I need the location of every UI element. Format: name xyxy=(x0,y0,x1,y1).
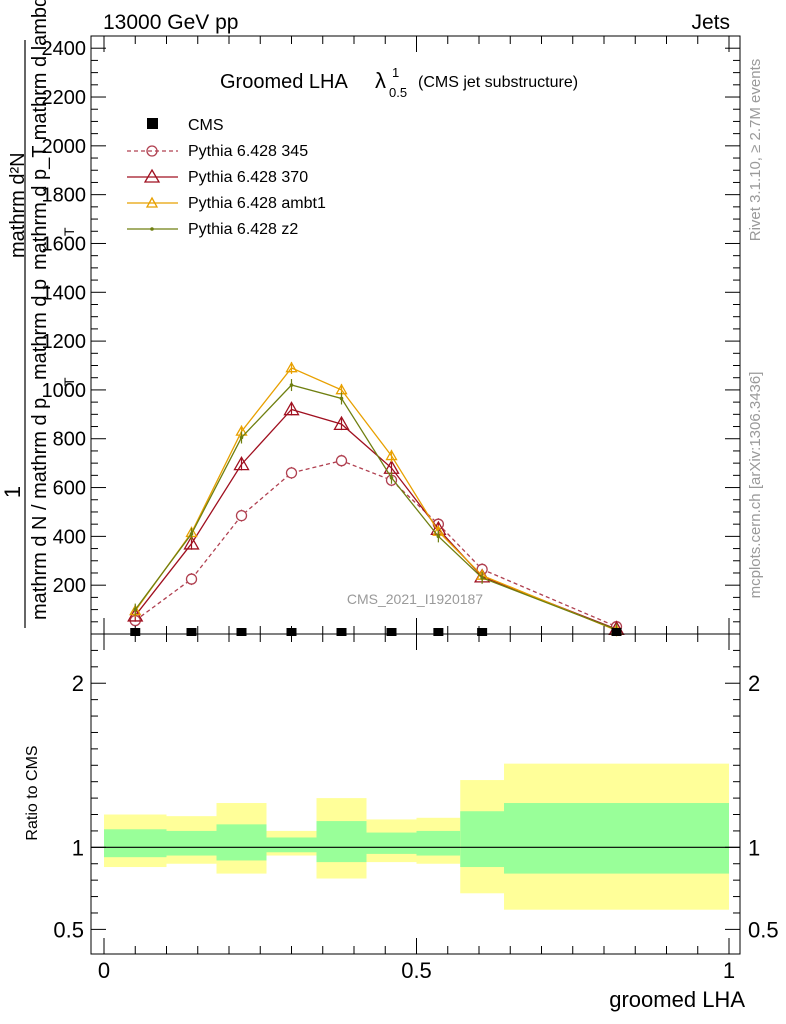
legend-marker-ambt1 xyxy=(145,196,159,208)
ratio-ytick-label-right: 2 xyxy=(748,671,760,696)
main-ytick-label: 2200 xyxy=(42,87,87,109)
cms-data-point xyxy=(477,628,488,636)
legend-marker-cms xyxy=(147,118,158,129)
ratio-ytick-label-right: 0.5 xyxy=(748,917,779,942)
legend-label-z2: Pythia 6.428 z2 xyxy=(188,221,298,238)
ratio-ytick-label: 2 xyxy=(72,671,84,696)
main-ytick-label: 200 xyxy=(53,575,86,597)
cms-data-point xyxy=(611,628,622,636)
series-point-3 xyxy=(480,576,484,580)
ratio-xtick-label: 0.5 xyxy=(401,958,432,983)
side-rivet-text: Rivet 3.1.10, ≥ 2.7M events xyxy=(747,59,764,242)
main-ytick-label: 400 xyxy=(53,526,86,548)
series-point-1 xyxy=(183,535,200,550)
ratio-band-inner xyxy=(266,837,317,853)
main-series xyxy=(127,361,625,637)
legend-marker-370 xyxy=(143,168,161,183)
series-point-3 xyxy=(289,383,294,387)
ratio-ytick-label-right: 1 xyxy=(748,835,760,860)
series-point-3 xyxy=(239,435,244,440)
series-point-2 xyxy=(285,361,298,373)
ylabel-fraction-bottom: mathrm d p_T mathrm d lambda xyxy=(29,0,51,270)
series-point-3 xyxy=(389,475,394,480)
ratio-band-inner xyxy=(504,803,729,874)
legend-label-ambt1: Pythia 6.428 ambt1 xyxy=(188,195,326,212)
cms-data-point xyxy=(236,628,247,636)
main-ytick-label: 600 xyxy=(53,478,86,500)
title-main: Groomed LHA xyxy=(220,71,348,93)
ratio-plot-frame xyxy=(90,633,741,955)
ratio-band-inner xyxy=(104,829,167,858)
main-ytick-label: 2400 xyxy=(42,38,87,60)
ratio-ytick-label: 0.5 xyxy=(53,917,84,942)
ratio-band-inner xyxy=(460,811,504,868)
main-ytick-label: 1600 xyxy=(42,233,87,255)
series-point-1 xyxy=(233,456,250,471)
ratio-bands xyxy=(104,763,729,910)
chart-title: Groomed LHA λ 1 0.5 (CMS jet substructur… xyxy=(220,65,578,100)
cms-data-point xyxy=(336,628,347,636)
main-ylabel: 1 mathrm d N / mathrm d p mathrm d²N mat… xyxy=(0,0,77,628)
series-point-1 xyxy=(333,415,350,430)
series-point-3 xyxy=(436,534,441,539)
ratio-band-inner xyxy=(316,821,367,863)
main-ytick-label: 1000 xyxy=(42,380,87,402)
main-axes: 200 400 600 800 1000 1200 1400 1600 1800 2000 2200… xyxy=(42,36,740,634)
main-ytick-label: 800 xyxy=(53,429,86,451)
title-sub: 0.5 xyxy=(389,85,407,100)
series-point-0 xyxy=(285,467,298,479)
title-lambda: λ xyxy=(375,68,386,93)
ratio-band-inner xyxy=(416,830,461,856)
ratio-xlabel: groomed LHA xyxy=(609,987,745,1012)
series-point-3 xyxy=(189,532,194,536)
ratio-xtick-label: 0 xyxy=(98,958,110,983)
ratio-ytick-label: 1 xyxy=(72,835,84,860)
title-note: (CMS jet substructure) xyxy=(418,74,578,91)
title-sup: 1 xyxy=(392,65,399,80)
legend-marker-345 xyxy=(146,145,158,157)
ratio-band-inner xyxy=(166,830,217,856)
header-category: Jets xyxy=(691,11,730,34)
ylabel-fraction-top: mathrm d²N xyxy=(7,152,29,258)
ylabel-sub-t: T xyxy=(61,377,77,386)
main-ytick-label: 2000 xyxy=(42,136,87,158)
main-ytick-label: 1800 xyxy=(42,185,87,207)
header-energy: 13000 GeV pp xyxy=(103,11,238,34)
series-point-3 xyxy=(339,396,344,401)
series-point-1 xyxy=(283,401,300,416)
main-ytick-label: 1200 xyxy=(42,331,87,353)
legend-label-cms: CMS xyxy=(188,117,224,134)
series-point-0 xyxy=(185,573,198,585)
ratio-band-inner xyxy=(216,824,267,861)
side-mcplots-text: mcplots.cern.ch [arXiv:1306.3436] xyxy=(747,372,764,599)
legend: CMS Pythia 6.428 345 Pythia 6.428 370 Py… xyxy=(127,117,326,238)
ratio-ylabel: Ratio to CMS xyxy=(24,745,41,840)
series-point-0 xyxy=(235,509,248,522)
cms-data-point xyxy=(386,628,397,636)
watermark: CMS_2021_I1920187 xyxy=(347,591,483,607)
main-ytick-label: 1400 xyxy=(42,282,87,304)
legend-marker-z2 xyxy=(150,227,154,231)
ratio-band-inner xyxy=(366,832,417,854)
ylabel-numerator: 1 xyxy=(0,486,25,498)
cms-data-point xyxy=(433,628,444,636)
series-point-2 xyxy=(385,449,398,461)
ratio-axes: 0.5 0.5 1 1 2 2 0 0.5 1 xyxy=(53,634,779,983)
series-point-0 xyxy=(335,455,348,467)
legend-label-345: Pythia 6.428 345 xyxy=(188,143,308,160)
ratio-xtick-label: 1 xyxy=(723,958,735,983)
ylabel-sub-t2: T xyxy=(61,227,77,236)
legend-label-370: Pythia 6.428 370 xyxy=(188,169,308,186)
series-point-3 xyxy=(133,607,138,612)
ylabel-dp: mathrm d p xyxy=(29,279,51,380)
ylabel-denominator: mathrm d N / mathrm d p xyxy=(29,398,51,620)
cms-data-point xyxy=(186,628,197,636)
